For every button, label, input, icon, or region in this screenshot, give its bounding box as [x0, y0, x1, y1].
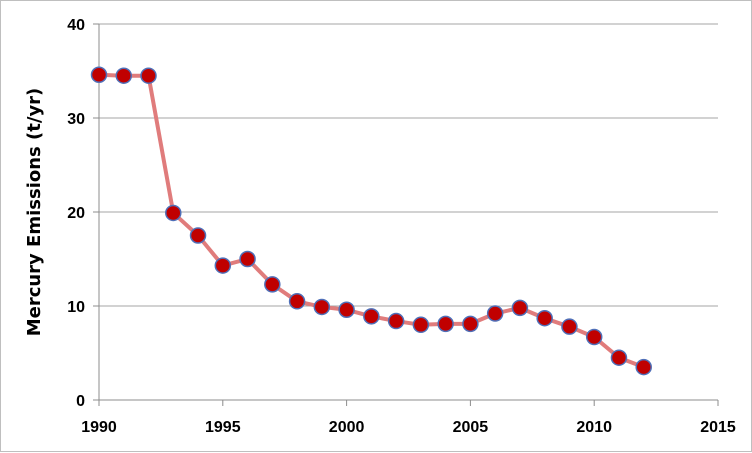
x-tick-label: 2000 [329, 419, 365, 436]
data-point [288, 293, 306, 310]
y-tick-label: 0 [76, 393, 85, 410]
data-point [486, 305, 504, 322]
data-point [635, 358, 652, 376]
data-point [511, 299, 529, 317]
gridlines [99, 23, 718, 307]
x-tick-label: 2005 [453, 419, 489, 436]
x-tick-label: 1990 [81, 419, 117, 436]
data-point [313, 298, 331, 316]
data-point [90, 66, 108, 84]
data-point [561, 318, 578, 335]
axes [93, 23, 719, 406]
data-point [536, 309, 553, 327]
data-point [437, 315, 454, 333]
y-axis-title: Mercury Emissions (t/yr) [24, 88, 45, 337]
data-point [264, 276, 281, 293]
data-point [412, 316, 430, 334]
data-point [338, 301, 355, 319]
data-point [189, 227, 207, 244]
y-tick-label: 10 [67, 299, 85, 316]
x-tick-label: 1995 [205, 419, 241, 436]
data-point [239, 250, 256, 268]
x-tick-label: 2015 [700, 419, 736, 436]
y-tick-label: 20 [67, 205, 85, 222]
data-point [165, 204, 182, 222]
y-tick-label: 40 [67, 17, 85, 34]
data-point [115, 67, 133, 84]
data-point [214, 257, 232, 274]
tick-labels: 0 10 20 30 40 1990 1995 2000 2005 2010 2015 [67, 17, 736, 436]
series-emissions [90, 66, 652, 376]
data-point [387, 312, 405, 330]
y-tick-label: 30 [67, 111, 85, 128]
data-point [140, 67, 157, 84]
x-tick-label: 2010 [576, 419, 612, 436]
data-point [610, 349, 628, 366]
data-point [462, 315, 479, 333]
data-point [585, 328, 603, 346]
data-point [363, 308, 380, 325]
